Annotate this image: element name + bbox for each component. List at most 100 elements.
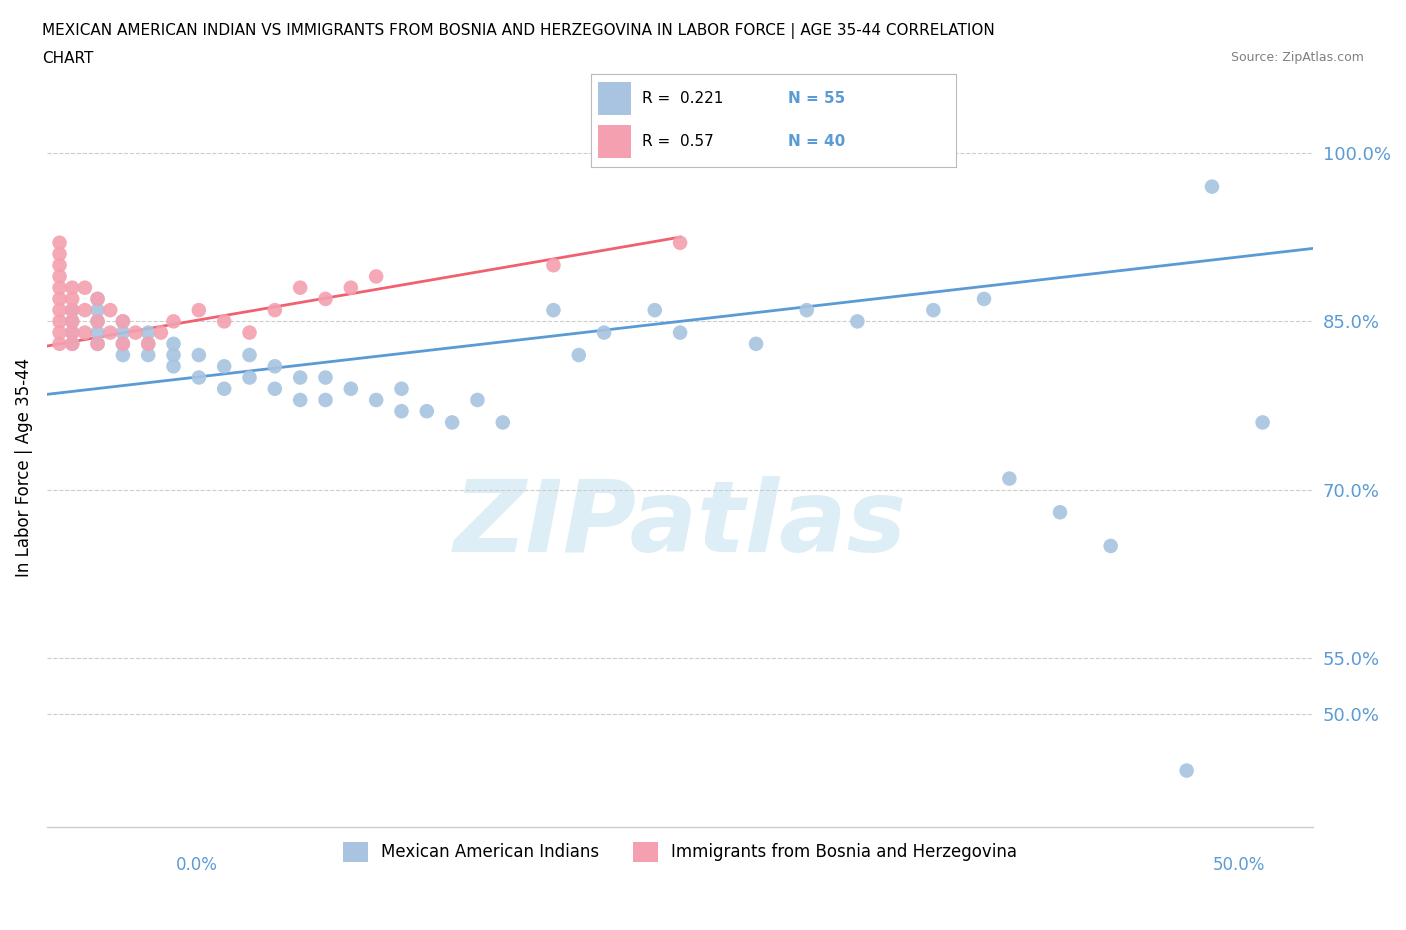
Point [288, 370, 311, 385]
Point [86, 302, 108, 317]
Point [86, 291, 108, 306]
Point [187, 370, 209, 385]
Legend: Mexican American Indians, Immigrants from Bosnia and Herzegovina: Mexican American Indians, Immigrants fro… [336, 835, 1024, 869]
Point [846, 314, 869, 329]
Point [391, 381, 413, 396]
Point [288, 280, 311, 295]
Point [111, 326, 134, 340]
Point [98, 326, 121, 340]
Point [162, 314, 184, 329]
Point [340, 381, 363, 396]
Point [315, 291, 337, 306]
Point [149, 326, 172, 340]
Point [162, 359, 184, 374]
Text: ZIPatlas: ZIPatlas [454, 476, 907, 574]
Point [543, 258, 565, 272]
Point [60, 302, 83, 317]
Point [86, 314, 108, 329]
Point [973, 291, 995, 306]
Point [60, 337, 83, 352]
Text: Source: ZipAtlas.com: Source: ZipAtlas.com [1230, 51, 1364, 64]
Point [669, 326, 692, 340]
Point [124, 326, 146, 340]
Point [73, 326, 96, 340]
Point [391, 404, 413, 418]
Point [48, 314, 70, 329]
Point [238, 370, 260, 385]
Point [1251, 415, 1274, 430]
Point [238, 348, 260, 363]
Point [998, 472, 1021, 486]
Point [98, 302, 121, 317]
Point [922, 302, 945, 317]
Point [212, 381, 235, 396]
Text: 50.0%: 50.0% [1213, 856, 1265, 873]
Point [467, 392, 489, 407]
Point [73, 280, 96, 295]
Point [187, 302, 209, 317]
Point [60, 314, 83, 329]
FancyBboxPatch shape [598, 82, 631, 115]
Point [238, 326, 260, 340]
Point [48, 337, 70, 352]
Text: 0.0%: 0.0% [176, 856, 218, 873]
Point [162, 337, 184, 352]
Point [492, 415, 515, 430]
Point [568, 348, 591, 363]
Point [60, 337, 83, 352]
Point [416, 404, 439, 418]
Point [187, 348, 209, 363]
Point [669, 235, 692, 250]
Point [111, 314, 134, 329]
Point [441, 415, 464, 430]
Y-axis label: In Labor Force | Age 35-44: In Labor Force | Age 35-44 [15, 358, 32, 577]
Point [111, 348, 134, 363]
Point [1175, 764, 1198, 778]
Point [136, 337, 159, 352]
Point [315, 370, 337, 385]
Point [1099, 538, 1122, 553]
Point [60, 302, 83, 317]
Point [86, 291, 108, 306]
Text: MEXICAN AMERICAN INDIAN VS IMMIGRANTS FROM BOSNIA AND HERZEGOVINA IN LABOR FORCE: MEXICAN AMERICAN INDIAN VS IMMIGRANTS FR… [42, 23, 995, 39]
Point [263, 381, 285, 396]
Point [111, 337, 134, 352]
Point [796, 302, 818, 317]
Point [136, 337, 159, 352]
Point [136, 326, 159, 340]
Point [212, 314, 235, 329]
Text: CHART: CHART [42, 51, 94, 66]
Point [48, 326, 70, 340]
Point [86, 314, 108, 329]
Point [1201, 179, 1223, 194]
Point [263, 302, 285, 317]
Point [48, 302, 70, 317]
Point [136, 348, 159, 363]
Point [86, 337, 108, 352]
FancyBboxPatch shape [598, 125, 631, 158]
Point [48, 280, 70, 295]
Point [111, 337, 134, 352]
Point [48, 269, 70, 284]
Point [543, 302, 565, 317]
Point [48, 235, 70, 250]
Point [315, 392, 337, 407]
Text: R =  0.57: R = 0.57 [641, 134, 713, 149]
Text: N = 55: N = 55 [787, 91, 845, 106]
Point [162, 348, 184, 363]
Point [60, 314, 83, 329]
Point [366, 269, 388, 284]
Point [212, 359, 235, 374]
Point [48, 258, 70, 272]
Point [48, 246, 70, 261]
Point [60, 280, 83, 295]
Point [73, 302, 96, 317]
Point [745, 337, 768, 352]
Point [60, 326, 83, 340]
Text: R =  0.221: R = 0.221 [641, 91, 723, 106]
Point [340, 280, 363, 295]
Point [366, 392, 388, 407]
Point [593, 326, 616, 340]
Point [48, 291, 70, 306]
Point [1049, 505, 1071, 520]
